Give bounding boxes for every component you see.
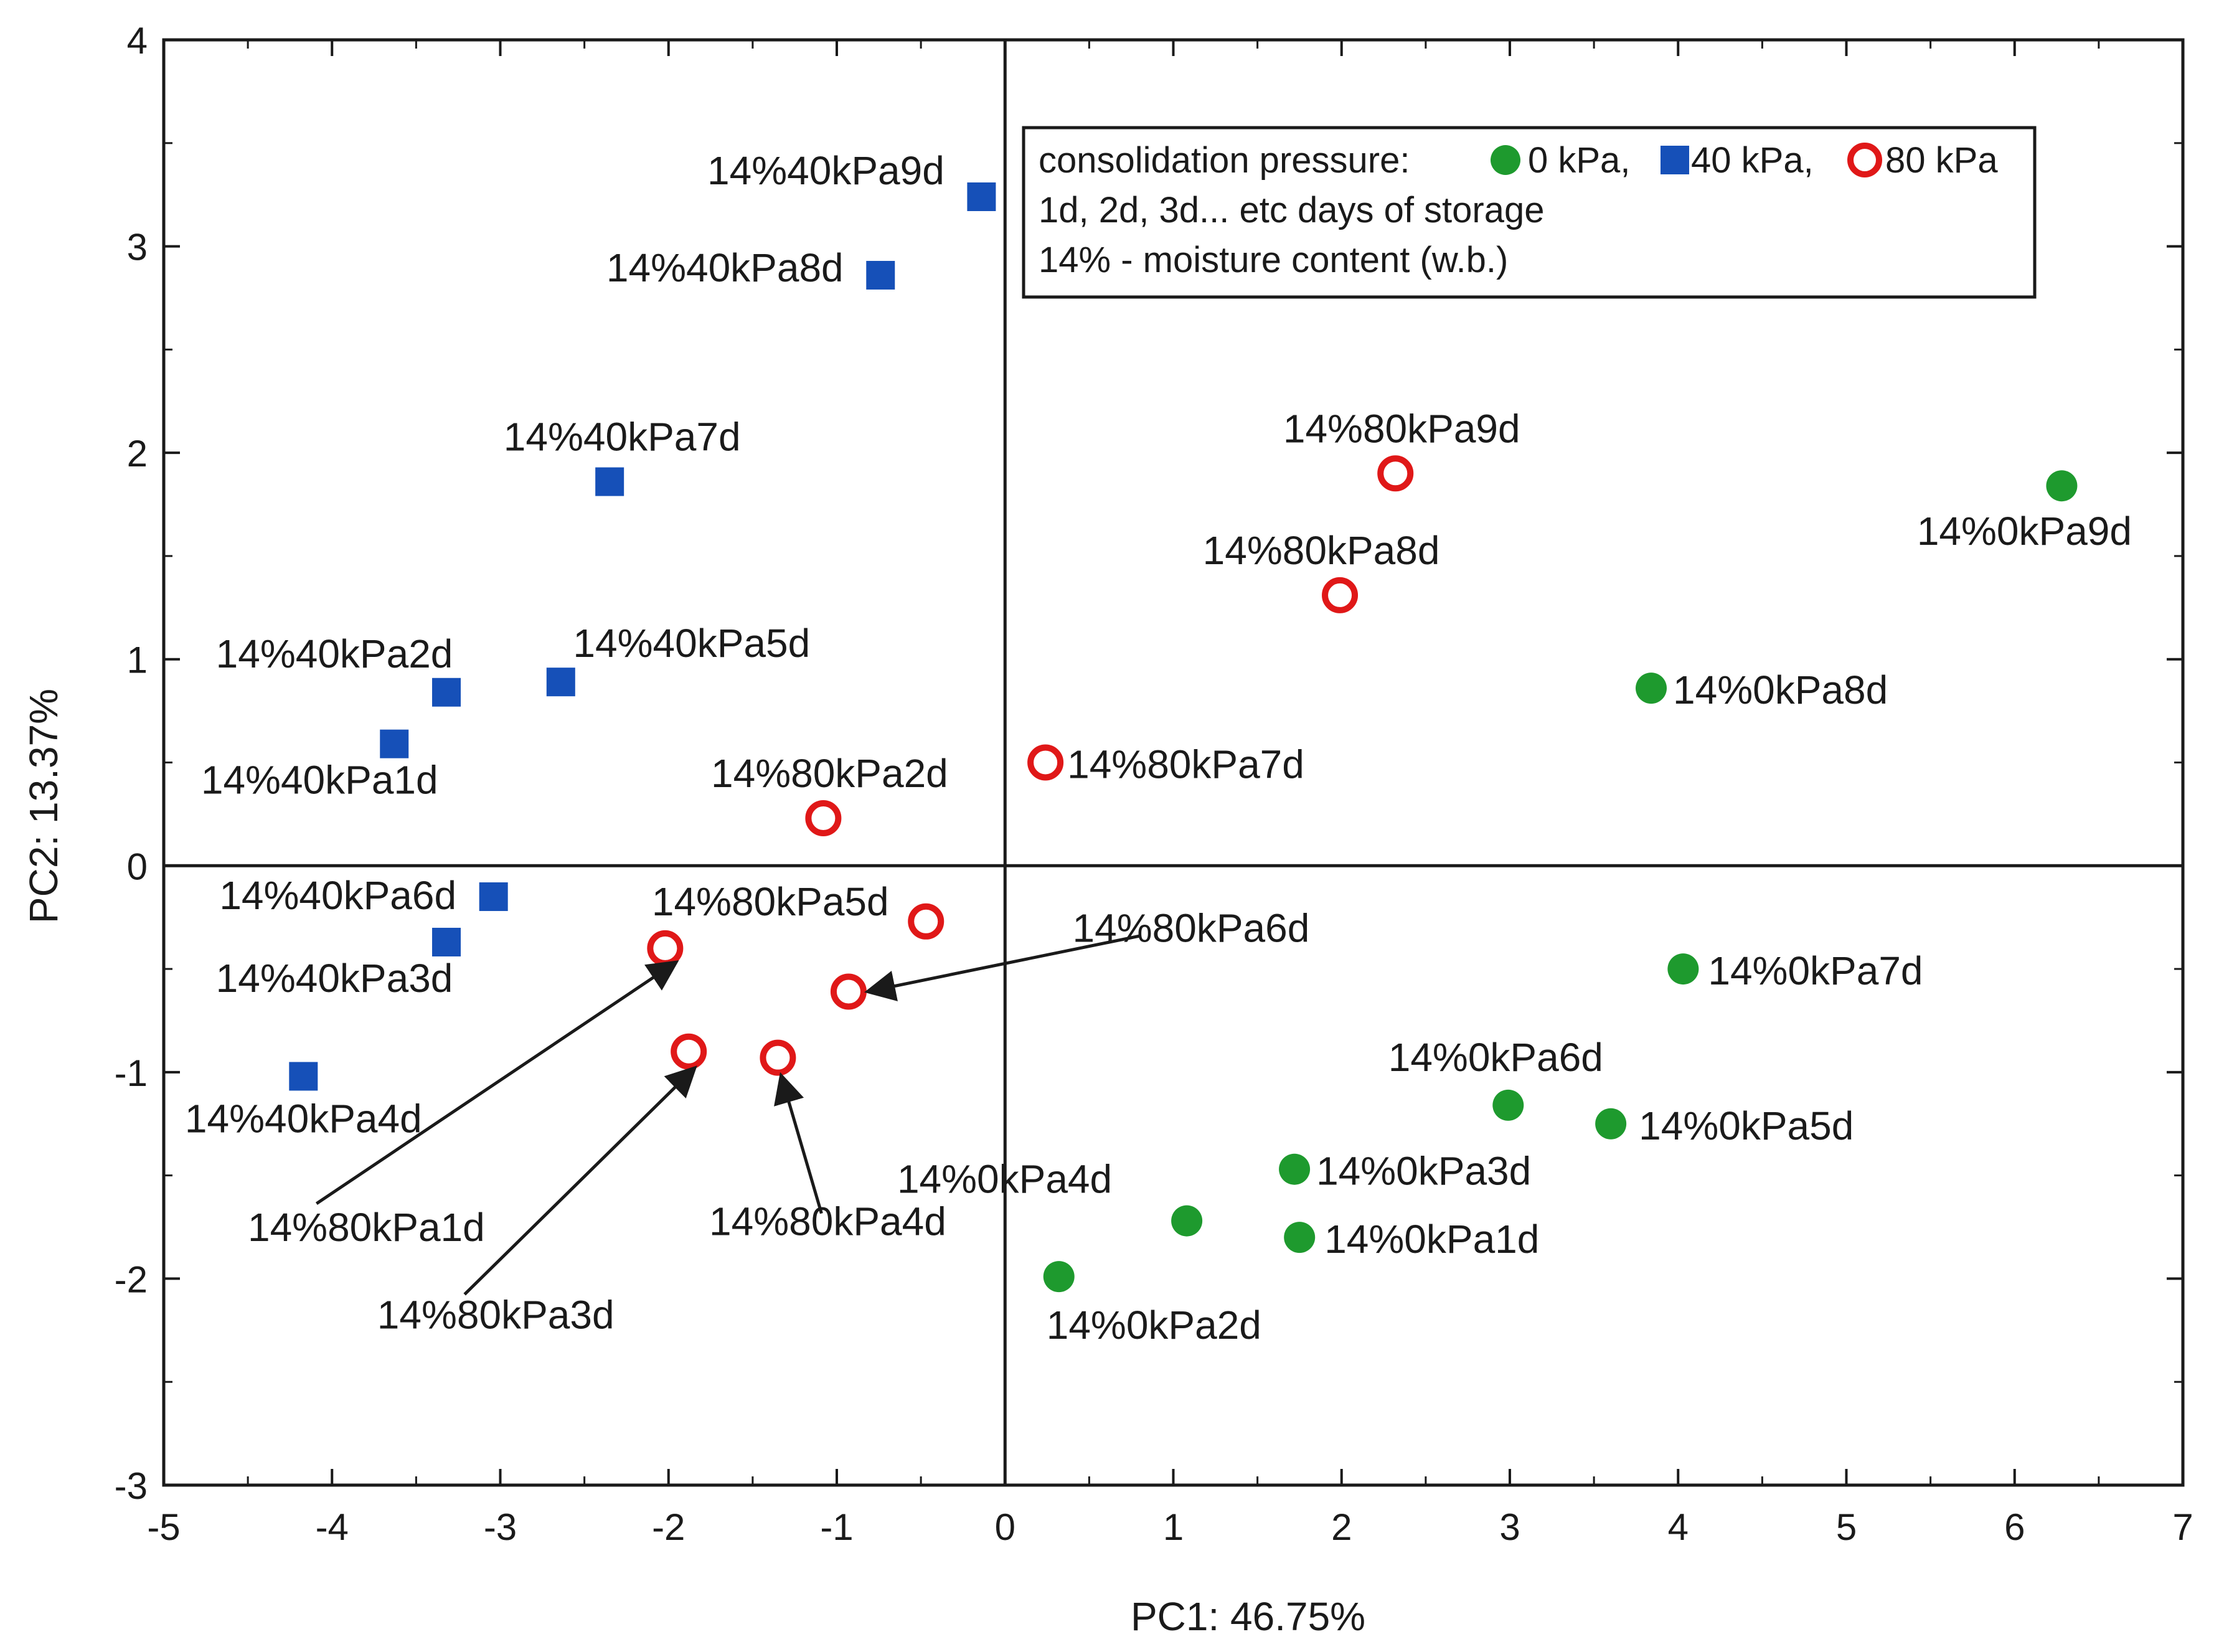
x-tick-label: -5 [147, 1506, 180, 1548]
data-point [2046, 470, 2078, 502]
y-axis-title: PC2: 13.37% [21, 689, 66, 923]
point-label: 14%40kPa1d [201, 758, 438, 803]
label-arrow [864, 934, 1142, 1002]
reference-lines [164, 40, 2183, 1485]
x-tick-label: 7 [2172, 1506, 2193, 1548]
legend-note-moisture: 14% - moisture content (w.b.) [1039, 240, 1508, 280]
x-tick-label: 6 [2004, 1506, 2025, 1548]
point-label: 14%0kPa2d [1047, 1303, 1261, 1348]
data-point [1595, 1108, 1627, 1140]
point-label: 14%0kPa4d [897, 1157, 1112, 1202]
point-label: 14%40kPa5d [573, 621, 810, 666]
axis-ticks: -5 -4 -3 -2 -1 0 1 2 3 4 5 6 7 -3 -2 -1 0 1 2 3 4 [115, 20, 2193, 1548]
point-label: 14%0kPa7d [1708, 948, 1923, 993]
point-label: 14%0kPa9d [1917, 509, 2132, 554]
legend-title: consolidation pressure: [1039, 140, 1410, 181]
point-label: 14%0kPa6d [1388, 1035, 1603, 1080]
x-tick-label: -3 [484, 1506, 517, 1548]
legend-marker-0kpa [1491, 145, 1520, 175]
plot-frame [162, 38, 2185, 1487]
y-tick-label: -2 [115, 1258, 148, 1300]
data-point [380, 729, 409, 758]
legend-label-40kpa: 40 kPa, [1691, 140, 1814, 181]
data-point [1279, 1153, 1311, 1185]
legend-label-80kpa: 80 kPa [1885, 140, 1998, 181]
data-point [546, 668, 575, 697]
point-label: 14%80kPa8d [1203, 528, 1440, 573]
point-label: 14%0kPa3d [1316, 1149, 1531, 1194]
y-tick-label: 3 [127, 227, 148, 268]
point-label: 14%80kPa9d [1283, 406, 1520, 451]
x-tick-label: -2 [652, 1506, 685, 1548]
x-tick-label: 2 [1331, 1506, 1352, 1548]
point-label: 14%80kPa3d [377, 1293, 615, 1338]
point-label: 14%40kPa2d [216, 631, 453, 676]
point-label: 14%40kPa7d [504, 415, 741, 460]
data-point [1492, 1089, 1524, 1121]
point-label: 14%80kPa1d [248, 1205, 485, 1250]
point-label: 14%40kPa6d [219, 873, 456, 918]
y-tick-label: -1 [115, 1052, 148, 1094]
point-label: 14%0kPa1d [1324, 1217, 1539, 1262]
x-tick-label: 5 [1836, 1506, 1857, 1548]
data-point [479, 882, 508, 912]
y-tick-label: 0 [127, 846, 148, 887]
y-tick-label: -3 [115, 1465, 148, 1507]
data-point [830, 973, 867, 1010]
data-point [432, 927, 461, 956]
label-arrows [315, 934, 1142, 1296]
data-point [866, 260, 895, 290]
label-arrow [774, 1072, 823, 1214]
point-label: 14%80kPa7d [1067, 742, 1304, 787]
data-point [1171, 1205, 1203, 1237]
y-tick-label: 2 [127, 433, 148, 474]
point-label: 14%40kPa3d [216, 956, 453, 1001]
data-point [908, 903, 945, 940]
x-tick-label: 4 [1668, 1506, 1689, 1548]
data-point [289, 1062, 318, 1091]
legend-marker-40kpa [1661, 146, 1689, 174]
y-tick-label: 4 [127, 20, 148, 62]
point-labels: 14%0kPa1d 14%0kPa2d 14%0kPa3d 14%0kPa4d 14%0… [185, 148, 2132, 1348]
data-points [289, 182, 2078, 1293]
data-point [967, 182, 996, 211]
y-tick-label: 1 [127, 640, 148, 681]
data-point [1322, 577, 1359, 613]
point-label: 14%0kPa5d [1639, 1103, 1854, 1148]
data-point [1667, 953, 1699, 985]
data-point [760, 1039, 796, 1076]
point-label: 14%80kPa2d [711, 751, 948, 796]
data-point [805, 800, 842, 837]
data-point [1284, 1222, 1316, 1253]
legend-marker-80kpa [1847, 143, 1882, 177]
data-point [432, 677, 461, 707]
point-label: 14%40kPa8d [606, 245, 844, 290]
x-tick-label: -4 [316, 1506, 349, 1548]
data-point [1027, 744, 1064, 781]
x-tick-label: 3 [1499, 1506, 1520, 1548]
data-point [1043, 1261, 1075, 1293]
data-point [595, 467, 624, 496]
data-point [1636, 673, 1667, 704]
data-point [647, 930, 684, 966]
point-label: 14%0kPa8d [1673, 668, 1888, 712]
point-label: 14%40kPa4d [185, 1096, 422, 1141]
x-axis-title: PC1: 46.75% [1131, 1594, 1365, 1639]
x-tick-label: -1 [820, 1506, 853, 1548]
data-point [1377, 455, 1414, 492]
point-label: 14%80kPa4d [709, 1199, 946, 1244]
x-tick-label: 0 [995, 1506, 1015, 1548]
label-arrow [463, 1065, 697, 1296]
legend-note-days: 1d, 2d, 3d... etc days of storage [1039, 190, 1545, 230]
point-label: 14%40kPa9d [707, 148, 945, 193]
point-label: 14%80kPa5d [652, 879, 889, 924]
legend: consolidation pressure: 0 kPa, 40 kPa, 8… [1022, 126, 2037, 299]
x-tick-label: 1 [1163, 1506, 1184, 1548]
legend-label-0kpa: 0 kPa, [1528, 140, 1630, 181]
label-arrow [315, 960, 679, 1205]
data-point [671, 1033, 707, 1070]
